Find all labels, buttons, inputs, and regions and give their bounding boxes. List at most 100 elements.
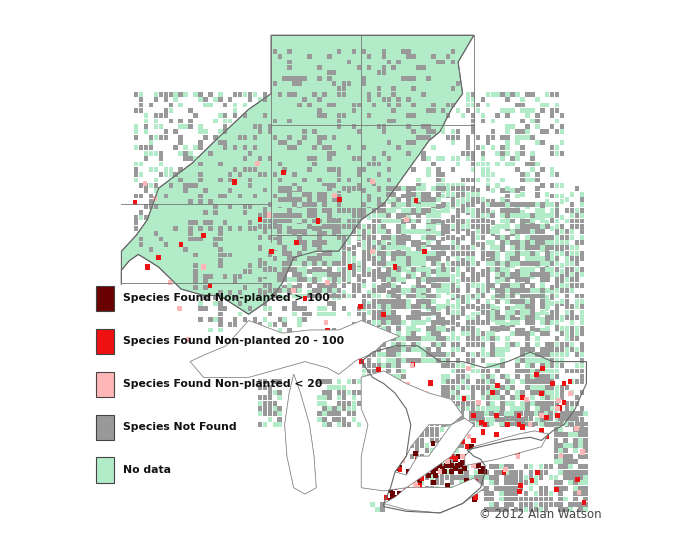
Bar [461, 151, 466, 155]
Bar [420, 427, 424, 432]
Bar [233, 103, 237, 107]
Bar [386, 352, 391, 357]
Bar [426, 304, 430, 309]
Bar [213, 119, 218, 123]
Bar [238, 92, 242, 97]
Bar [382, 283, 386, 288]
Bar [203, 103, 208, 107]
Bar [545, 326, 550, 331]
Bar [401, 161, 406, 166]
Bar [375, 427, 380, 432]
Bar [362, 400, 366, 406]
Bar [178, 135, 183, 139]
Bar [475, 475, 479, 480]
Bar [391, 290, 396, 295]
Bar [312, 213, 316, 218]
Bar [481, 417, 485, 422]
Bar [327, 92, 332, 97]
Bar [262, 384, 267, 390]
Bar [288, 261, 292, 266]
Polygon shape [190, 320, 400, 378]
Bar [415, 454, 419, 459]
Bar [288, 218, 292, 223]
Bar [248, 269, 252, 273]
Bar [193, 274, 198, 279]
Bar [391, 261, 396, 266]
Bar [458, 462, 463, 467]
Bar [519, 507, 524, 512]
Bar [362, 224, 366, 229]
Bar [411, 229, 416, 234]
Bar [451, 261, 456, 266]
Bar [550, 295, 554, 300]
Bar [414, 451, 418, 456]
Bar [470, 197, 475, 202]
Bar [332, 192, 337, 197]
Bar [456, 213, 461, 218]
Bar [560, 151, 564, 155]
Bar [406, 263, 411, 268]
Bar [401, 194, 406, 199]
Bar [164, 167, 168, 172]
Bar [386, 384, 391, 390]
Bar [550, 285, 554, 289]
Bar [489, 411, 493, 416]
Bar [481, 269, 485, 273]
Bar [282, 224, 287, 229]
Bar [412, 60, 416, 65]
Bar [401, 202, 406, 207]
Bar [535, 202, 540, 207]
Bar [372, 261, 376, 266]
Bar [372, 352, 376, 357]
Bar [583, 454, 588, 459]
FancyBboxPatch shape [96, 414, 114, 439]
Bar [505, 306, 510, 311]
Bar [520, 347, 525, 352]
Bar [272, 288, 277, 293]
Bar [367, 406, 371, 411]
Bar [396, 304, 401, 309]
Bar [382, 140, 386, 145]
Bar [258, 406, 262, 411]
Bar [470, 213, 475, 218]
Bar [406, 151, 411, 155]
Bar [302, 213, 307, 218]
Bar [322, 208, 327, 213]
Bar [177, 306, 182, 311]
Bar [520, 215, 525, 220]
Bar [451, 368, 456, 373]
Bar [540, 331, 545, 336]
Bar [438, 469, 442, 475]
Bar [420, 476, 424, 481]
Bar [302, 256, 307, 261]
Bar [377, 304, 381, 309]
Bar [449, 421, 454, 427]
Bar [337, 119, 342, 123]
Bar [436, 311, 440, 316]
Bar [425, 427, 429, 432]
Bar [496, 113, 500, 118]
Bar [267, 294, 272, 299]
Bar [327, 224, 332, 229]
Bar [500, 224, 505, 229]
Bar [570, 272, 574, 277]
Bar [377, 192, 381, 197]
Bar [481, 358, 485, 363]
Bar [386, 60, 391, 65]
Bar [476, 108, 480, 113]
Bar [262, 213, 267, 218]
Bar [406, 299, 411, 304]
Bar [317, 240, 322, 245]
Bar [525, 317, 530, 322]
Bar [248, 226, 252, 231]
Bar [557, 405, 562, 411]
Bar [560, 411, 564, 417]
Bar [570, 234, 574, 240]
Bar [470, 342, 475, 347]
Bar [545, 272, 550, 277]
Bar [505, 186, 510, 191]
Bar [466, 294, 470, 299]
Bar [377, 140, 381, 145]
Bar [421, 156, 426, 161]
Bar [416, 205, 421, 209]
